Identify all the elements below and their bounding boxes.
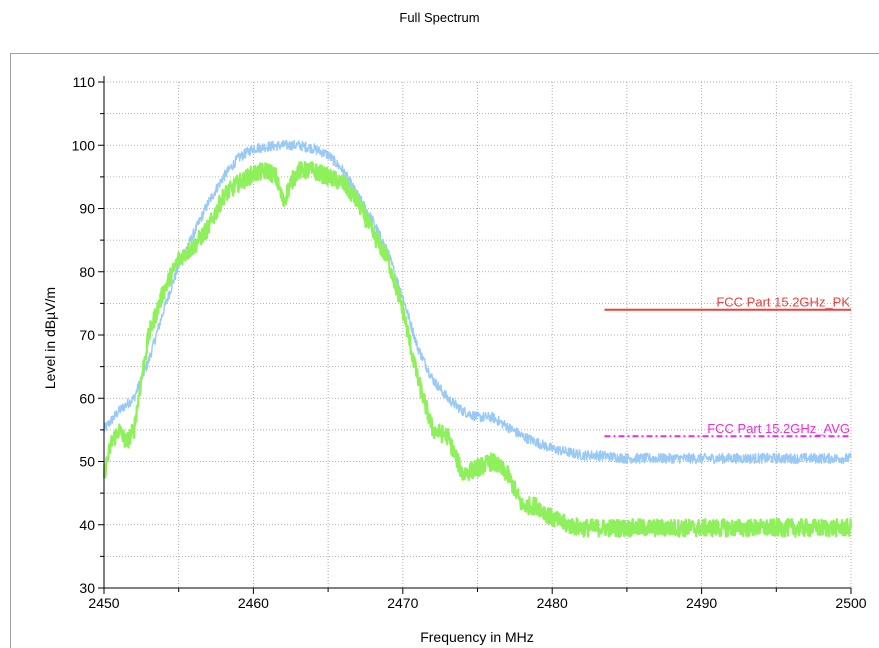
y-tick-label: 80: [79, 264, 95, 280]
x-tick-label: 2450: [88, 595, 119, 611]
y-tick-label: 40: [79, 517, 95, 533]
y-tick-label: 90: [79, 201, 95, 217]
x-axis-label: Frequency in MHz: [420, 629, 534, 645]
y-tick-label: 50: [79, 454, 95, 470]
y-tick-label: 100: [72, 137, 96, 153]
y-tick-label: 30: [79, 580, 95, 596]
series-line-1: [103, 139, 852, 465]
plot-frame: [10, 53, 879, 648]
limit-label-1: FCC Part 15.2GHz_PK: [716, 295, 850, 310]
x-tick-label: 2480: [537, 595, 568, 611]
x-tick-label: 2470: [387, 595, 418, 611]
chart-title: Full Spectrum: [399, 10, 480, 25]
y-axis-label: Level in dBµV/m: [42, 287, 58, 389]
series-line-2: [102, 160, 853, 538]
axes: 2450 2460 2470 2480 2490 2500 30 40 50 60 70 80 90 10…: [72, 74, 867, 611]
grid-lines: [104, 81, 852, 588]
x-tick-label: 2490: [686, 595, 717, 611]
y-tick-label: 70: [79, 327, 95, 343]
limit-label-2: FCC Part 15.2GHz_AVG: [707, 421, 850, 436]
series-layer: [102, 139, 853, 538]
x-tick-label: 2500: [835, 595, 866, 611]
limit-lines: FCC Part 15.2GHz_PK FCC Part 15.2GHz_AVG: [604, 295, 851, 438]
x-tick-label: 2460: [238, 595, 269, 611]
y-tick-label: 60: [79, 390, 95, 406]
y-tick-label: 110: [73, 74, 96, 90]
